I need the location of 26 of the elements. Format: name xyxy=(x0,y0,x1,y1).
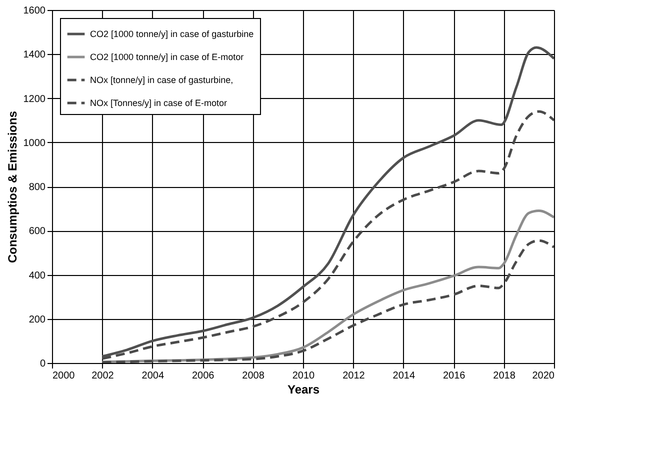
x-tick-label: 2018 xyxy=(493,370,516,382)
x-tick-label: 2016 xyxy=(442,370,466,382)
y-tick-label: 400 xyxy=(28,270,46,282)
x-tick-label: 2010 xyxy=(292,370,316,382)
y-tick-label: 600 xyxy=(28,226,46,238)
y-axis-title: Consumptios & Emissions xyxy=(5,110,20,264)
x-tick-label: 2012 xyxy=(342,370,366,382)
x-tick-label: 2002 xyxy=(92,370,114,382)
y-tick-label: 1200 xyxy=(23,94,46,105)
y-tick-label: 1600 xyxy=(23,6,46,16)
legend-label: NOx [tonne/y] in case of gasturbine, xyxy=(90,75,234,85)
y-tick-label: 1400 xyxy=(23,50,46,61)
legend-label: CO2 [1000 tonne/y] in case of gasturbine xyxy=(90,29,254,39)
x-tick-label: 2008 xyxy=(242,370,265,382)
x-tick-label: 2020 xyxy=(532,370,555,382)
x-tick-label: 2014 xyxy=(392,370,416,382)
legend-label: CO2 [1000 tonne/y] in case of E-motor xyxy=(90,52,244,62)
x-tick-label: 2004 xyxy=(142,370,164,382)
y-tick-label: 800 xyxy=(28,182,46,193)
y-tick-label: 1000 xyxy=(23,138,46,149)
y-tick-label: 0 xyxy=(40,358,46,370)
x-axis-title: Years xyxy=(287,382,320,396)
y-tick-label: 200 xyxy=(28,314,46,326)
x-tick-label: 2000 xyxy=(52,370,76,382)
legend-label: NOx [Tonnes/y] in case of E-motor xyxy=(90,98,228,108)
x-tick-label: 2006 xyxy=(192,370,215,382)
